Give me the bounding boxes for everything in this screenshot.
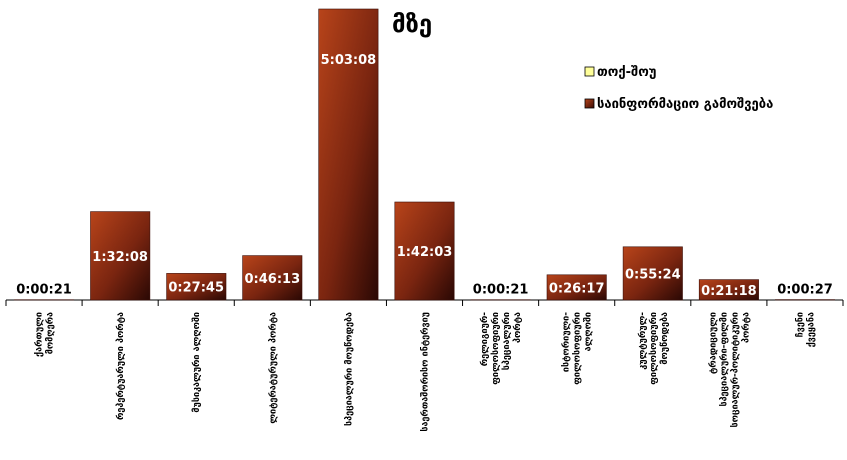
category-label: ლიტერატურული პორტა bbox=[267, 312, 278, 424]
bar bbox=[318, 8, 379, 301]
chart-title: მზე bbox=[392, 10, 432, 38]
bar bbox=[546, 274, 607, 301]
category-label: სპეციალური მოუწოდება bbox=[343, 312, 354, 426]
legend-label-talk-show: თოქ-შოუ bbox=[597, 65, 656, 80]
bar bbox=[242, 255, 303, 301]
legend-swatch-talk-show bbox=[584, 66, 595, 77]
bar bbox=[166, 273, 227, 301]
bar bbox=[622, 246, 683, 301]
bar-value-label: 0:00:27 bbox=[777, 283, 833, 298]
bar bbox=[698, 279, 759, 301]
category-label: ჩვენიქვეყანა bbox=[796, 312, 817, 347]
category-label: საერთაშორისო ინტერვიუ bbox=[420, 312, 431, 432]
category-label: რეპერტუარული პორტა bbox=[115, 312, 126, 420]
bar-value-label: 1:42:03 bbox=[397, 245, 453, 260]
bar-value-label: 5:03:08 bbox=[321, 53, 377, 68]
category-label: ისტორიული-ფილოსოფიურიალღოში bbox=[561, 312, 594, 385]
legend: თოქ-შოუ საინფორმაციო გამოშვება bbox=[584, 65, 773, 112]
legend-label-news: საინფორმაციო გამოშვება bbox=[597, 97, 773, 112]
bar bbox=[394, 201, 455, 301]
category-label: ტრადიციულისპეციალური-ფილმისოციალურ-პოლიტ… bbox=[707, 312, 751, 427]
bar-value-label: 0:00:21 bbox=[473, 283, 529, 298]
legend-swatch-news bbox=[584, 98, 595, 109]
bar bbox=[90, 211, 151, 301]
bar-value-label: 0:21:18 bbox=[701, 284, 757, 299]
bar-value-label: 0:26:17 bbox=[549, 281, 605, 296]
category-label: ქართულიმომღერა bbox=[34, 312, 56, 357]
category-label: რელიგიურ-ფილოსოფიურისპეციალურიპორტა bbox=[479, 312, 523, 385]
bar-value-label: 0:00:21 bbox=[16, 283, 72, 298]
bar-value-label: 0:46:13 bbox=[244, 272, 300, 287]
category-label: მუსიკალური ალღოში bbox=[191, 312, 202, 413]
bar-value-label: 0:55:24 bbox=[625, 267, 681, 282]
bar-value-label: 0:27:45 bbox=[168, 281, 224, 296]
bar-value-label: 1:32:08 bbox=[92, 250, 148, 265]
category-label: კულტურულ-ფილოსოფიურიმოუწოდება bbox=[637, 312, 670, 385]
